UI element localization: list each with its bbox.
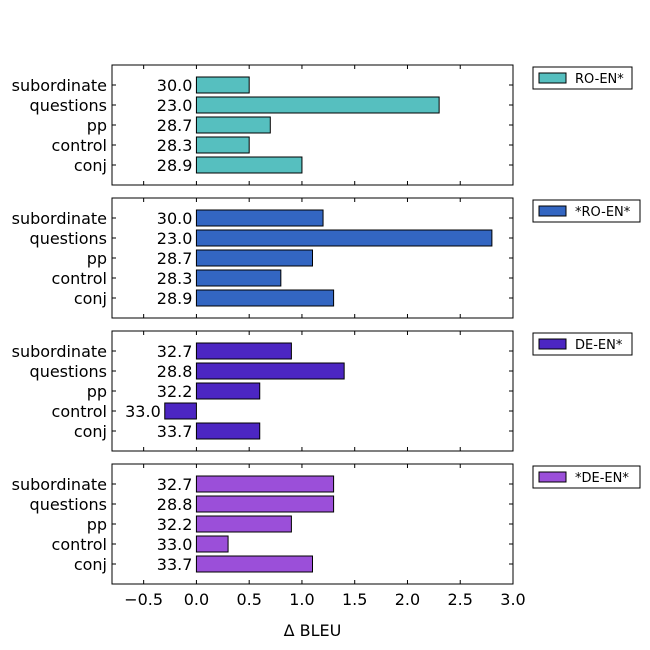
category-label: questions	[30, 96, 107, 115]
legend-label: RO-EN*	[575, 72, 624, 87]
value-label: 28.3	[157, 269, 193, 288]
axes-frame	[111, 463, 514, 585]
bar-pp	[195, 116, 271, 134]
category-label: subordinate	[12, 209, 107, 228]
category-label: pp	[87, 515, 107, 534]
legend: *RO-EN*	[532, 199, 641, 223]
x-tick-label: 1.5	[342, 590, 367, 609]
category-label: subordinate	[12, 342, 107, 361]
value-label: 28.9	[157, 289, 193, 308]
panel-2: subordinate 30.0 questions 23.0 pp 28.7 contro…	[12, 197, 641, 319]
value-label: 32.7	[157, 475, 193, 494]
value-label: 28.8	[157, 495, 193, 514]
x-tick-label: 2.0	[395, 590, 420, 609]
category-label: questions	[30, 229, 107, 248]
axes-frame	[111, 197, 514, 319]
x-tick-label: −0.5	[124, 590, 163, 609]
value-label: 23.0	[157, 229, 193, 248]
bar-conj	[195, 422, 261, 440]
bar-pp	[195, 382, 261, 400]
category-label: conj	[74, 422, 107, 441]
legend-swatch	[538, 72, 567, 84]
x-tick-label: 2.5	[448, 590, 473, 609]
panel-1: subordinate 30.0 questions 23.0 pp 28.7 contro…	[12, 64, 633, 186]
value-label: 30.0	[157, 76, 193, 95]
legend-label: *DE-EN*	[575, 471, 629, 486]
category-label: conj	[74, 289, 107, 308]
category-label: subordinate	[12, 76, 107, 95]
x-axis-title: Δ BLEU	[284, 621, 342, 640]
category-label: subordinate	[12, 475, 107, 494]
bar-questions	[195, 362, 345, 380]
bar-pp	[195, 515, 292, 533]
bar-questions	[195, 229, 493, 247]
value-label: 33.7	[157, 555, 193, 574]
category-label: control	[52, 136, 107, 155]
value-label: 28.8	[157, 362, 193, 381]
legend: *DE-EN*	[532, 465, 641, 489]
value-label: 28.9	[157, 156, 193, 175]
legend-swatch	[538, 338, 567, 350]
value-label: 33.0	[157, 535, 193, 554]
value-label: 23.0	[157, 96, 193, 115]
value-label: 28.7	[157, 116, 193, 135]
bar-questions	[195, 495, 335, 513]
panel-4: subordinate 32.7 questions 28.8 pp 32.2 contro…	[12, 463, 641, 585]
category-label: control	[52, 535, 107, 554]
category-label: conj	[74, 555, 107, 574]
value-label: 33.7	[157, 422, 193, 441]
legend-swatch	[538, 471, 567, 483]
x-tick-label: 0.5	[236, 590, 261, 609]
legend: RO-EN*	[532, 66, 633, 90]
axes-frame	[111, 330, 514, 452]
bar-conj	[195, 156, 303, 174]
legend-label: DE-EN*	[575, 338, 623, 353]
value-label: 32.2	[157, 515, 193, 534]
value-label: 28.7	[157, 249, 193, 268]
category-label: questions	[30, 362, 107, 381]
bar-subordinate	[195, 342, 292, 360]
bar-questions	[195, 96, 440, 114]
value-label: 33.0	[125, 402, 161, 421]
bar-subordinate	[195, 76, 250, 94]
bar-conj	[195, 289, 335, 307]
axes-frame	[111, 64, 514, 186]
value-label: 30.0	[157, 209, 193, 228]
bar-pp	[195, 249, 313, 267]
bar-control	[195, 136, 250, 154]
legend-label: *RO-EN*	[575, 205, 631, 220]
legend: DE-EN*	[532, 332, 633, 356]
category-label: conj	[74, 156, 107, 175]
x-tick-label: 3.0	[500, 590, 525, 609]
category-label: pp	[87, 249, 107, 268]
category-label: pp	[87, 382, 107, 401]
category-label: control	[52, 269, 107, 288]
panel-3: subordinate 32.7 questions 28.8 pp 32.2 contro…	[12, 330, 633, 452]
bar-subordinate	[195, 209, 324, 227]
bar-subordinate	[195, 475, 335, 493]
x-tick-label: 1.0	[289, 590, 314, 609]
bar-conj	[195, 555, 313, 573]
value-label: 32.7	[157, 342, 193, 361]
bar-control	[195, 269, 282, 287]
x-tick-label: 0.0	[184, 590, 209, 609]
bar-control	[164, 402, 197, 420]
category-label: questions	[30, 495, 107, 514]
bar-control	[195, 535, 229, 553]
value-label: 28.3	[157, 136, 193, 155]
category-label: control	[52, 402, 107, 421]
value-label: 32.2	[157, 382, 193, 401]
category-label: pp	[87, 116, 107, 135]
legend-swatch	[538, 205, 567, 217]
